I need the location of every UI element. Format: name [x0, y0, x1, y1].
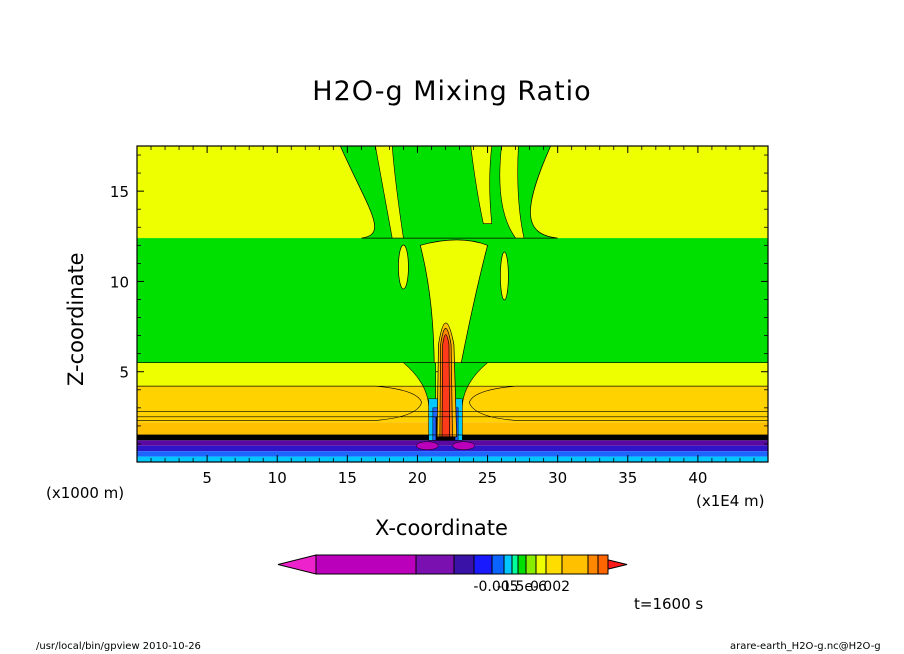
colorbar-bin-12: [561, 554, 589, 575]
colorbar-bin-8: [517, 554, 527, 575]
yellow-drip-right: [500, 251, 509, 301]
x-unit-left: (x1000 m): [46, 484, 125, 502]
colorbar-bin-9: [525, 554, 537, 575]
wing-right: [469, 385, 768, 421]
colorbar-label-1: -1.5e-6: [497, 579, 547, 595]
colorbar-bin-4: [473, 554, 493, 575]
time-label: t=1600 s: [634, 595, 704, 613]
band-9: [137, 445, 768, 452]
colorbar-label-0: -0.005: [473, 579, 518, 595]
plume-core: [441, 334, 451, 438]
swirl-right: [452, 441, 475, 450]
x-axis-label: X-coordinate: [375, 516, 508, 540]
yellow-streak-right2: [499, 146, 525, 239]
y-tick-label-5: 5: [119, 364, 129, 382]
colorbar-bin-6: [503, 554, 513, 575]
colorbar-label-2: 0.002: [530, 579, 570, 595]
colorbar-bin-14: [597, 554, 609, 575]
colorbar-extend-low: [277, 554, 317, 575]
footer-left: /usr/local/bin/gpview 2010-10-26: [36, 641, 201, 652]
swirl-left: [416, 441, 439, 450]
x-tick-label-25: 25: [478, 469, 497, 487]
colorbar-bin-5: [491, 554, 505, 575]
yellow-streak-left: [375, 146, 404, 239]
yellow-funnel: [419, 239, 488, 373]
colorbar-bin-7: [511, 554, 519, 575]
colorbar-bin-2: [415, 554, 455, 575]
x-tick-label-30: 30: [548, 469, 567, 487]
yellow-streak-right: [470, 146, 493, 224]
band-8: [137, 440, 768, 446]
colorbar-bin-11: [545, 554, 563, 575]
yellow-drip-left: [398, 244, 409, 290]
y-tick-label-15: 15: [110, 183, 129, 201]
band-10: [137, 451, 768, 457]
y-tick-label-10: 10: [110, 273, 129, 291]
x-tick-label-20: 20: [408, 469, 427, 487]
x-tick-label-40: 40: [688, 469, 707, 487]
x-tick-label-35: 35: [618, 469, 637, 487]
colorbar-bin-10: [535, 554, 547, 575]
wing-left: [137, 385, 422, 421]
y-axis-label: Z-coordinate: [64, 252, 88, 386]
colorbar-bin-3: [453, 554, 475, 575]
footer-right: arare-earth_H2O-g.nc@H2O-g: [730, 641, 881, 652]
contour-field: [137, 146, 768, 462]
x-tick-label-10: 10: [268, 469, 287, 487]
chart-title: H2O-g Mixing Ratio: [312, 76, 592, 107]
x-tick-label-5: 5: [202, 469, 212, 487]
band-11: [137, 456, 768, 462]
x-unit-right: (x1E4 m): [696, 492, 765, 510]
colorbar-bin-1: [315, 554, 417, 575]
x-tick-label-15: 15: [338, 469, 357, 487]
plot-frame: [136, 145, 769, 463]
colorbar-bin-13: [587, 554, 599, 575]
